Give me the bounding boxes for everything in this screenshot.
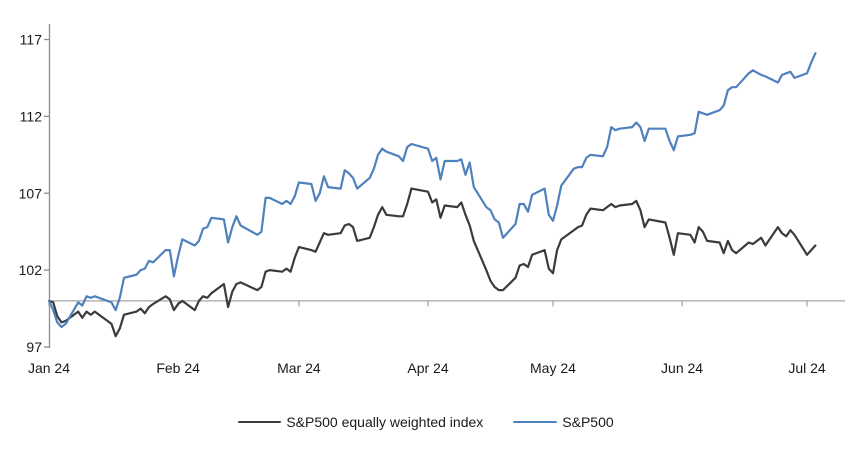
y-tick-label: 107 [19, 185, 43, 201]
x-tick-label: Jun 24 [661, 360, 703, 376]
series-line-equal-weighted [47, 187, 817, 338]
legend-line-sample-sp500 [513, 420, 558, 424]
x-tick-label: Jan 24 [28, 360, 70, 376]
y-tick-label: 97 [26, 339, 42, 355]
x-tick-label: Apr 24 [407, 360, 448, 376]
y-tick-label: 102 [19, 262, 43, 278]
y-tick-label: 112 [20, 108, 43, 124]
legend-label-equal-weighted: S&P500 equally weighted index [286, 414, 484, 430]
legend-line-sample-equal-weighted [238, 420, 282, 424]
y-tick-label: 117 [20, 32, 43, 48]
x-tick-label: Jul 24 [788, 360, 826, 376]
legend-item-sp500: S&P500 [513, 414, 614, 430]
series-line-sp500 [47, 52, 817, 329]
x-tick-label: May 24 [530, 360, 576, 376]
legend-item-equal-weighted: S&P500 equally weighted index [238, 414, 483, 430]
chart-legend: S&P500 equally weighted index S&P500 [0, 410, 852, 434]
x-tick-label: Feb 24 [156, 360, 200, 376]
x-tick-label: Mar 24 [277, 360, 321, 376]
legend-label-sp500: S&P500 [562, 414, 614, 430]
